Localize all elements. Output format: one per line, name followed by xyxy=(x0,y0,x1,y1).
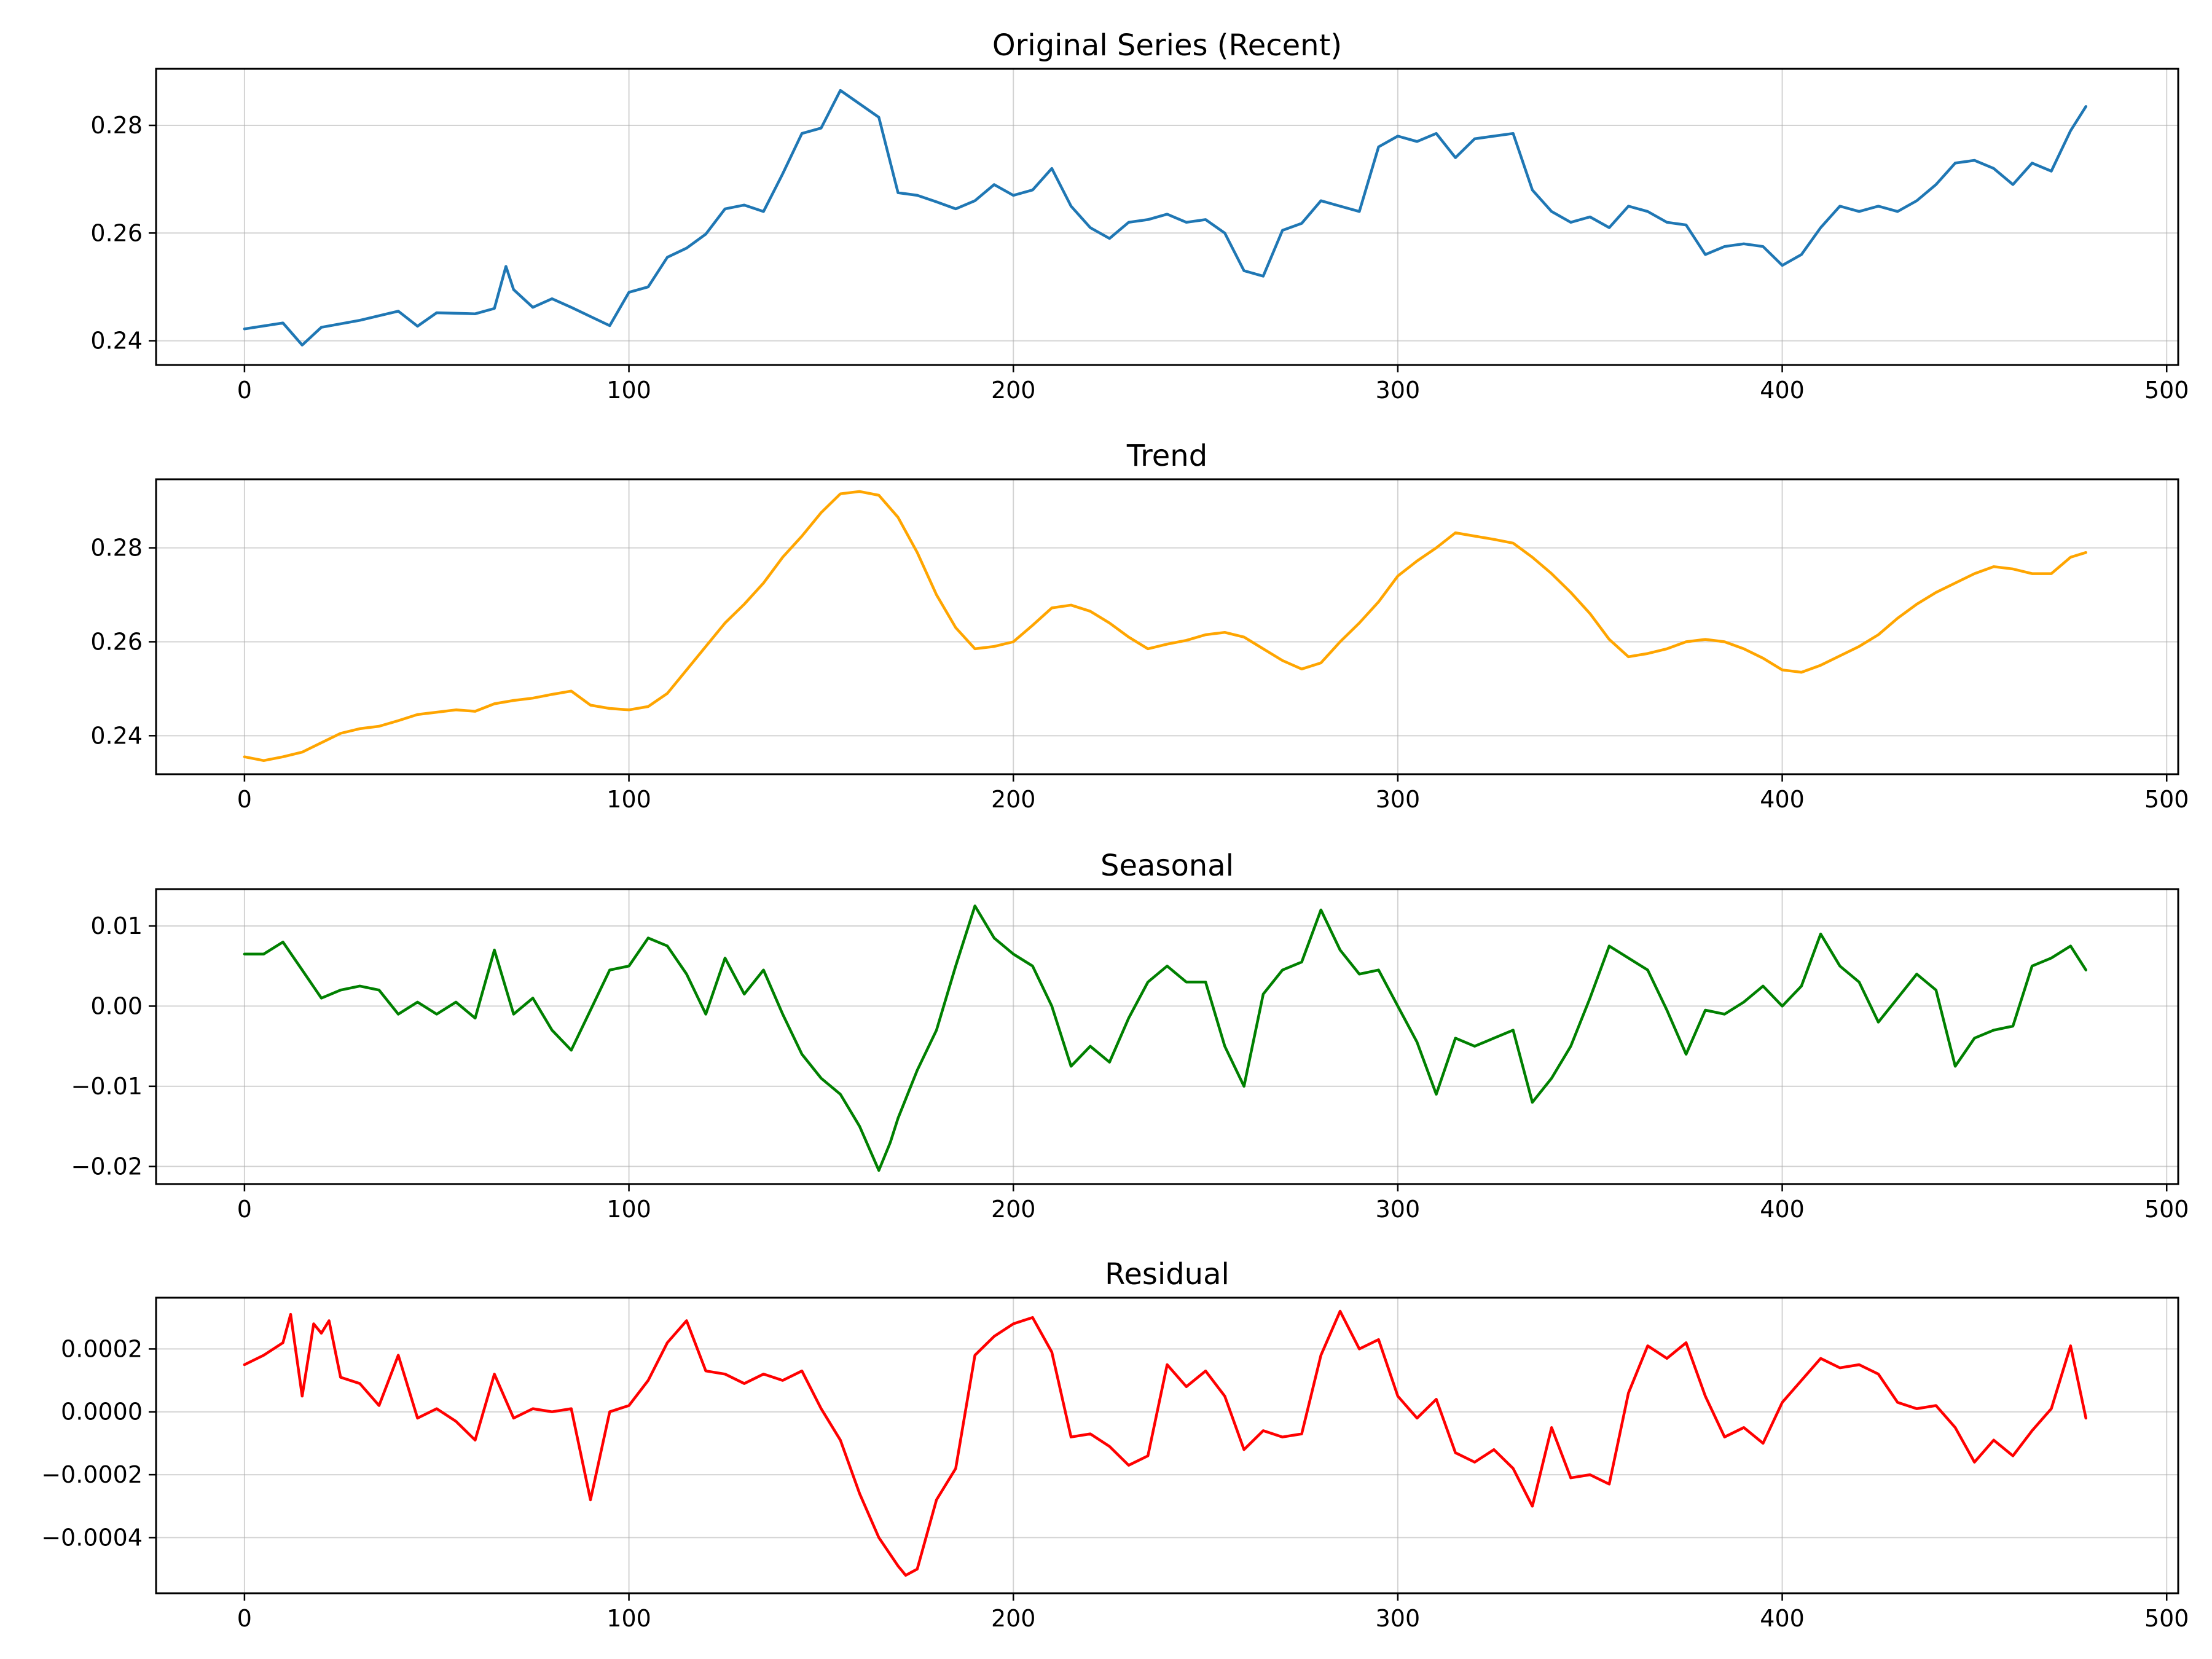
x-tick-label: 0 xyxy=(237,786,252,813)
y-tick-label: −0.0004 xyxy=(41,1524,143,1551)
y-tick-label: 0.28 xyxy=(90,535,143,562)
x-tick-label: 300 xyxy=(1376,786,1421,813)
y-tick-label: 0.00 xyxy=(90,992,143,1019)
x-tick-label: 400 xyxy=(1760,786,1805,813)
series-line xyxy=(243,1309,2088,1577)
x-tick-label: 500 xyxy=(2144,377,2189,404)
x-tick-label: 500 xyxy=(2144,1196,2189,1223)
x-tick-label: 100 xyxy=(606,1605,651,1632)
panel-residual: Residual 0 100 200 300 400 500 −0.0004 −0.0002 0… xyxy=(41,1257,2189,1632)
x-tick-label: 500 xyxy=(2144,786,2189,813)
axes-frame xyxy=(155,1296,2179,1594)
axes-frame xyxy=(155,888,2179,1185)
y-tick-label: 0.01 xyxy=(90,912,143,939)
x-tick-label: 400 xyxy=(1760,1196,1805,1223)
x-tick-label: 300 xyxy=(1376,1196,1421,1223)
x-tick-label: 100 xyxy=(606,786,651,813)
panel-title: Residual xyxy=(1105,1257,1230,1292)
y-tick-label: 0.26 xyxy=(90,219,143,246)
axes-frame xyxy=(155,478,2179,775)
y-tick-label: 0.28 xyxy=(90,112,143,139)
x-tick-label: 200 xyxy=(991,377,1036,404)
y-tick-label: 0.26 xyxy=(90,628,143,655)
x-tick-label: 300 xyxy=(1376,377,1421,404)
panel-title: Seasonal xyxy=(1100,849,1234,883)
x-tick-label: 400 xyxy=(1760,377,1805,404)
axes-frame xyxy=(155,68,2179,366)
panel-title: Original Series (Recent) xyxy=(992,28,1342,63)
x-tick-label: 200 xyxy=(991,1605,1036,1632)
panel-title: Trend xyxy=(1126,439,1207,473)
panel-trend: Trend 0 100 200 300 400 500 0.24 0.26 0.28 xyxy=(90,439,2189,813)
x-tick-label: 500 xyxy=(2144,1605,2189,1632)
x-tick-label: 200 xyxy=(991,786,1036,813)
series-line xyxy=(243,88,2088,347)
x-tick-label: 0 xyxy=(237,1605,252,1632)
y-tick-label: 0.0000 xyxy=(61,1398,143,1426)
y-tick-label: −0.0002 xyxy=(41,1461,143,1488)
panel-seasonal: Seasonal 0 100 200 300 400 500 −0.02 −0.01 0.00 0… xyxy=(71,849,2189,1223)
y-tick-label: 0.24 xyxy=(90,722,143,749)
panel-original-series: Original Series (Recent) 0 100 200 300 400 50… xyxy=(90,28,2189,404)
y-tick-label: 0.24 xyxy=(90,327,143,355)
series-line xyxy=(243,490,2088,763)
x-tick-label: 100 xyxy=(606,1196,651,1223)
x-tick-label: 0 xyxy=(237,377,252,404)
x-tick-label: 400 xyxy=(1760,1605,1805,1632)
x-tick-label: 200 xyxy=(991,1196,1036,1223)
y-tick-label: −0.01 xyxy=(71,1073,143,1100)
x-tick-label: 0 xyxy=(237,1196,252,1223)
x-tick-label: 300 xyxy=(1376,1605,1421,1632)
y-tick-label: −0.02 xyxy=(71,1153,143,1180)
y-tick-label: 0.0002 xyxy=(61,1335,143,1362)
x-tick-label: 100 xyxy=(606,377,651,404)
series-line xyxy=(243,904,2088,1172)
